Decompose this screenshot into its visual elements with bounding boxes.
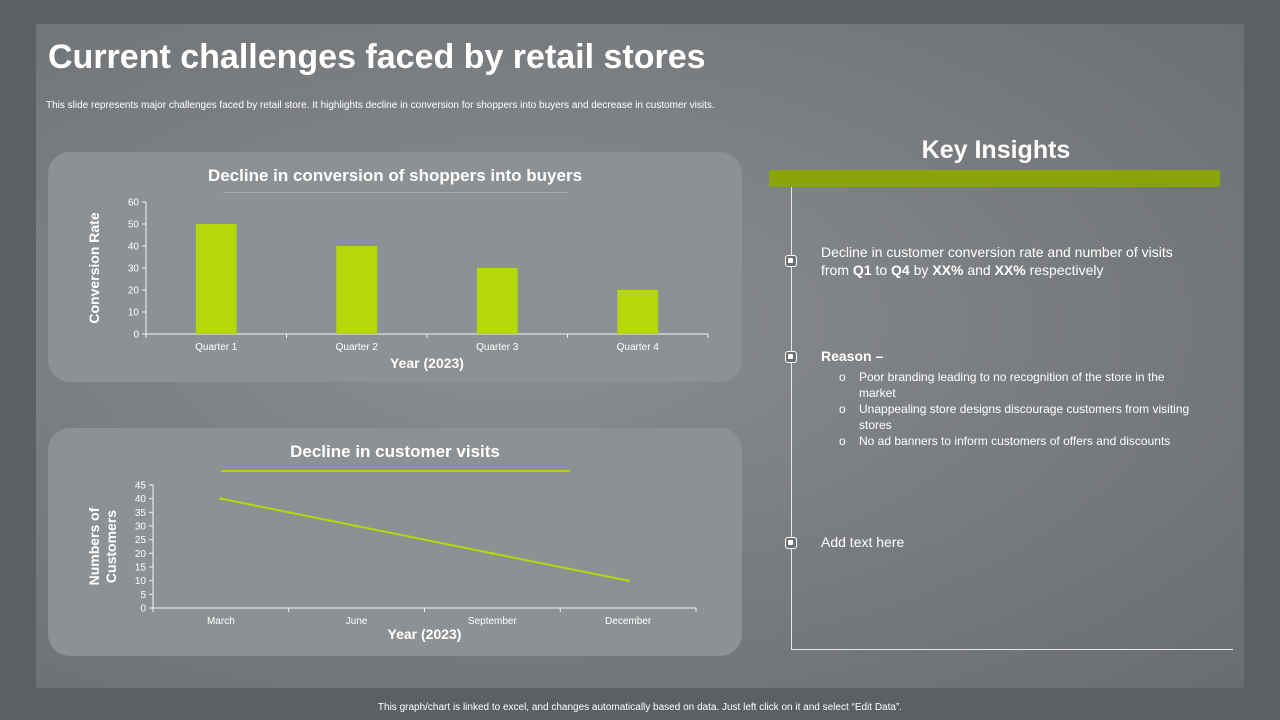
y-tick-label: 5 (140, 590, 146, 601)
add-text-marker-icon (785, 537, 797, 549)
reason-item: o Unappealing store designs discourage cu… (839, 402, 1190, 432)
timeline-line (791, 187, 792, 650)
bullet-icon: o (839, 370, 846, 384)
data-point (355, 524, 359, 528)
y-tick-label: 25 (135, 535, 147, 546)
y-tick-label: 20 (128, 286, 140, 297)
conversion-chart-title: Decline in conversion of shoppers into b… (207, 166, 583, 185)
visits-chart-title: Decline in customer visits (290, 442, 500, 461)
y-tick-label: 10 (128, 308, 140, 319)
data-point (219, 497, 223, 501)
y-tick-label: 35 (135, 508, 147, 519)
series-line (220, 497, 629, 582)
x-tick-label: Quarter 3 (476, 342, 519, 353)
reason-heading: Reason – (821, 348, 884, 364)
footer-note: This graph/chart is linked to excel, and… (377, 702, 903, 713)
y-tick-label: 50 (128, 220, 140, 231)
bar (617, 290, 659, 334)
reason-list: o Poor branding leading to no recognition… (839, 369, 1199, 449)
insight-conversion-text: Decline in customer conversion rate and … (821, 244, 1173, 278)
conversion-bar-chart[interactable]: 0 10 20 30 40 50 60 Quarter 1 Quarter 2 Quarter 3… (48, 152, 742, 382)
timeline-baseline (791, 649, 1233, 650)
reason-marker-icon (785, 351, 797, 363)
data-point (626, 579, 630, 583)
y-axis-title: Numbers ofCustomers (86, 507, 119, 585)
y-tick-label: 60 (128, 198, 140, 209)
x-tick-label: Quarter 4 (617, 342, 660, 353)
y-tick-label: 30 (128, 264, 140, 275)
x-tick-label: Quarter 1 (195, 342, 238, 353)
reason-item: o No ad banners to inform customers of of… (839, 434, 1171, 448)
y-axis-title: Conversion Rate (86, 212, 102, 323)
y-tick-label: 0 (133, 330, 139, 341)
y-tick-label: 15 (135, 563, 147, 574)
bar (476, 268, 518, 334)
y-tick-label: 40 (135, 494, 147, 505)
x-tick-label: June (346, 616, 368, 627)
bar (195, 224, 237, 334)
y-tick-label: 45 (135, 481, 147, 492)
conversion-chart-card: Decline in conversion of shoppers into b… (48, 152, 742, 382)
x-tick-label: September (468, 616, 518, 627)
x-axis-title: Year (2023) (388, 626, 462, 642)
bullet-icon: o (839, 434, 846, 448)
visits-line-chart[interactable]: 0 5 10 15 20 25 30 35 40 45 March June September Dece… (48, 428, 742, 656)
bullet-icon: o (839, 402, 846, 416)
page-title: Current challenges faced by retail store… (48, 38, 706, 76)
key-insights-title: Key Insights (921, 136, 1071, 164)
x-axis-title: Year (2023) (390, 355, 464, 371)
visits-chart-card: Decline in customer visits 0 5 10 15 20 25 30 3… (48, 428, 742, 656)
y-tick-label: 0 (140, 604, 146, 615)
conversion-chart-title-rule (223, 192, 568, 193)
slide: Current challenges faced by retail store… (36, 24, 1244, 688)
x-tick-label: March (207, 616, 235, 627)
x-tick-label: December (605, 616, 652, 627)
y-tick-label: 20 (135, 549, 147, 560)
page-subtitle: This slide represents major challenges f… (46, 100, 715, 111)
key-insights-accent-bar (769, 170, 1220, 187)
insight-marker-icon (785, 255, 797, 267)
reason-item: o Poor branding leading to no recognition… (839, 370, 1165, 400)
visits-chart-title-rule (221, 470, 570, 472)
y-tick-label: 30 (135, 522, 147, 533)
data-point (490, 551, 494, 555)
y-tick-label: 10 (135, 576, 147, 587)
y-tick-label: 40 (128, 242, 140, 253)
x-tick-label: Quarter 2 (336, 342, 379, 353)
bar (336, 246, 378, 334)
placeholder-text[interactable]: Add text here (821, 534, 905, 550)
